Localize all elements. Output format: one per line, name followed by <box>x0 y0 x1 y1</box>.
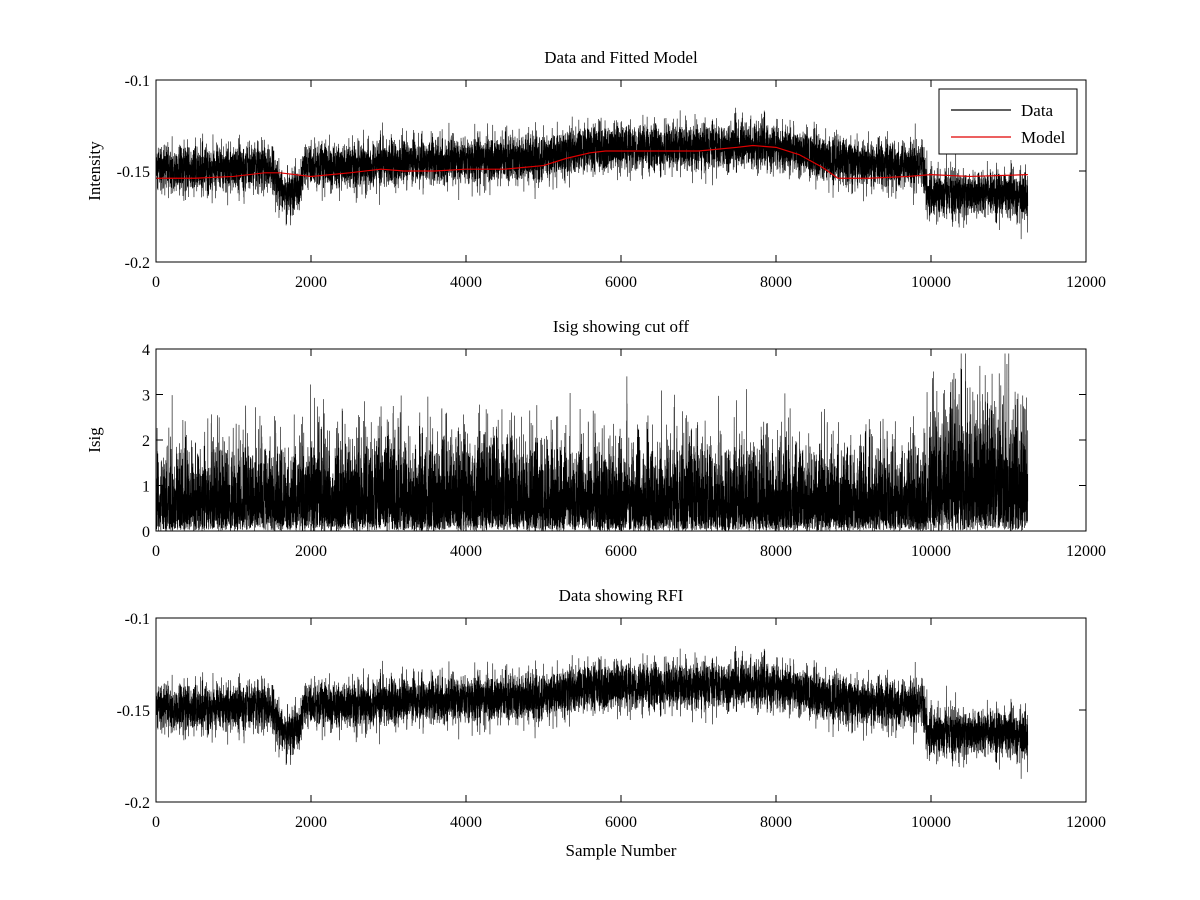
y-tick-label: 1 <box>142 479 150 496</box>
x-tick-label: 4000 <box>450 274 482 291</box>
y-tick-label: -0.2 <box>125 795 150 812</box>
series-line-data <box>156 646 1029 779</box>
chart-title: Data and Fitted Model <box>544 48 698 67</box>
chart-panel-1: 0 2000 4000 6000 8000 10000 12000 -0.2 -0.15 -0.1… <box>85 48 1106 291</box>
y-tick-label: 3 <box>142 388 150 405</box>
x-tick-label: 2000 <box>295 814 327 831</box>
x-tick-label: 8000 <box>760 814 792 831</box>
chart-panel-2: 0 2000 4000 6000 8000 10000 12000 0 1 2 3 4 Isig sho… <box>85 317 1106 560</box>
x-tick-label: 0 <box>152 543 160 560</box>
y-tick-label: -0.15 <box>117 703 150 720</box>
x-tick-label: 0 <box>152 274 160 291</box>
series-line-isig <box>156 353 1029 531</box>
x-tick-label: 10000 <box>911 814 951 831</box>
legend-box <box>938 88 1078 155</box>
y-axis-label: Isig <box>85 427 104 453</box>
y-tick-label: -0.1 <box>125 73 150 90</box>
x-tick-label: 6000 <box>605 274 637 291</box>
y-tick-label: -0.2 <box>125 255 150 272</box>
series-line-data <box>156 107 1029 240</box>
x-tick-label: 8000 <box>760 543 792 560</box>
y-tick-label: 0 <box>142 524 150 541</box>
legend: Data Model <box>938 88 1078 155</box>
legend-entry-data: Data <box>1021 101 1054 120</box>
chart-title: Data showing RFI <box>559 586 684 605</box>
y-axis-label: Intensity <box>85 141 104 201</box>
chart-title: Isig showing cut off <box>553 317 689 336</box>
y-tick-label: -0.15 <box>117 164 150 181</box>
x-tick-label: 4000 <box>450 814 482 831</box>
x-tick-label: 12000 <box>1066 814 1106 831</box>
x-tick-label: 12000 <box>1066 543 1106 560</box>
y-tick-label: 2 <box>142 433 150 450</box>
y-tick-label: -0.1 <box>125 611 150 628</box>
legend-entry-model: Model <box>1021 128 1066 147</box>
x-tick-label: 6000 <box>605 814 637 831</box>
x-tick-label: 6000 <box>605 543 637 560</box>
x-tick-label: 8000 <box>760 274 792 291</box>
x-tick-label: 0 <box>152 814 160 831</box>
x-axis-label: Sample Number <box>566 841 677 860</box>
chart-panel-3: 0 2000 4000 6000 8000 10000 12000 -0.2 -0.15 -0.1… <box>117 586 1106 860</box>
x-tick-label: 2000 <box>295 543 327 560</box>
y-tick-label: 4 <box>142 342 150 359</box>
series-line-model <box>156 144 1028 179</box>
x-tick-label: 10000 <box>911 274 951 291</box>
x-tick-label: 10000 <box>911 543 951 560</box>
x-tick-label: 12000 <box>1066 274 1106 291</box>
x-tick-label: 4000 <box>450 543 482 560</box>
x-tick-label: 2000 <box>295 274 327 291</box>
